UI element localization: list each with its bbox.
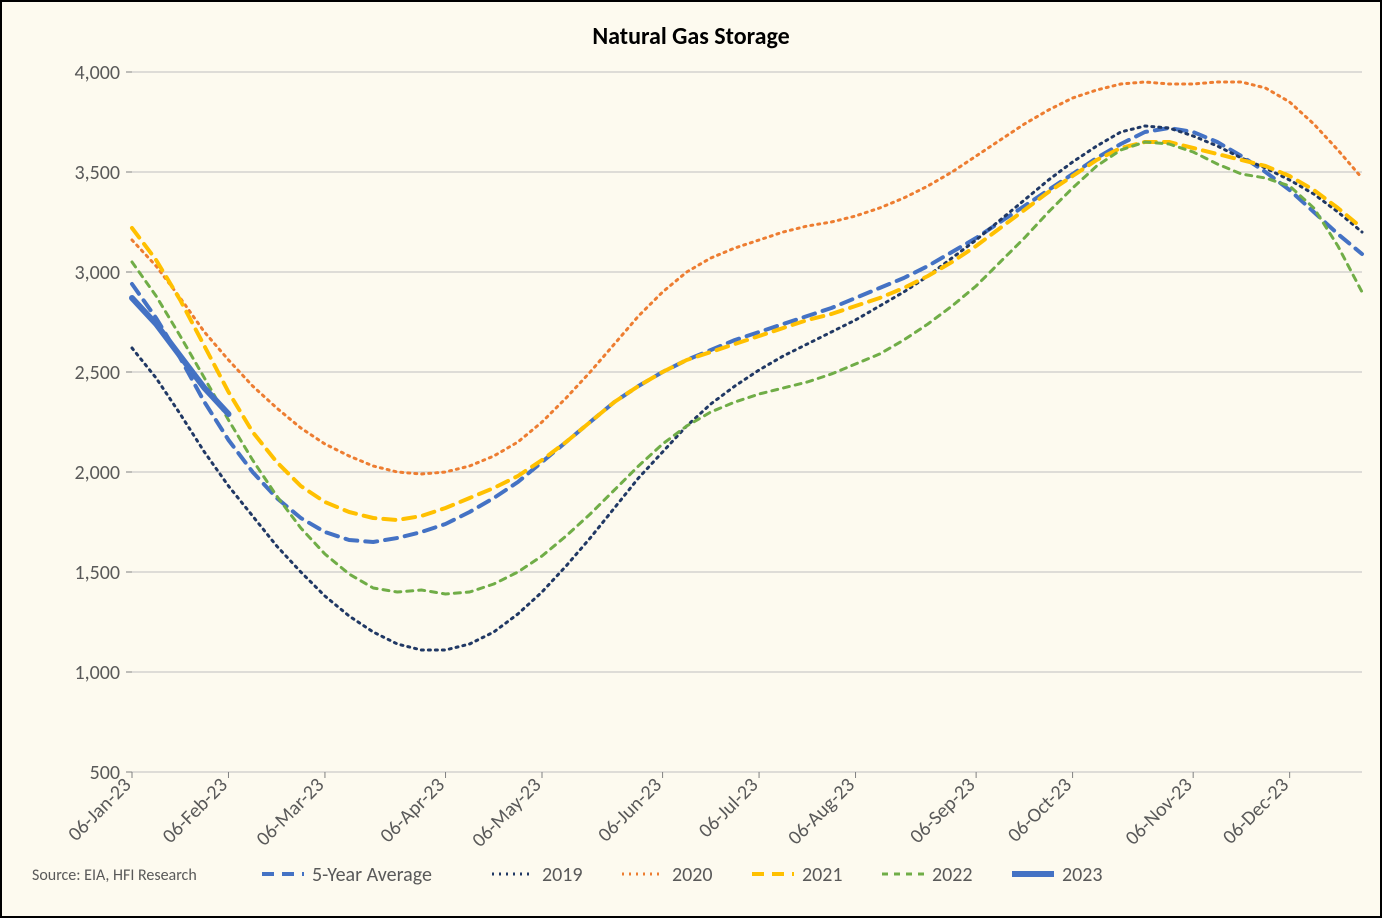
ytick-label: 3,500 <box>74 161 120 185</box>
ytick-label: 2,000 <box>74 461 120 485</box>
legend-label: 2019 <box>542 863 583 887</box>
legend-label: 2020 <box>672 863 713 887</box>
ytick-label: 1,000 <box>74 661 120 685</box>
legend-label: 5-Year Average <box>312 863 432 887</box>
ytick-label: 3,000 <box>74 261 120 285</box>
legend-label: 2022 <box>932 863 973 887</box>
legend-label: 2023 <box>1062 863 1103 887</box>
chart-svg: 5001,0001,5002,0002,5003,0003,5004,00006… <box>2 2 1380 916</box>
ytick-label: 1,500 <box>74 561 120 585</box>
chart-frame: 5001,0001,5002,0002,5003,0003,5004,00006… <box>0 0 1382 918</box>
source-label: Source: EIA, HFI Research <box>32 866 197 885</box>
ytick-label: 4,000 <box>74 61 120 85</box>
chart-title: Natural Gas Storage <box>592 22 789 51</box>
ytick-label: 2,500 <box>74 361 120 385</box>
legend-label: 2021 <box>802 863 843 887</box>
